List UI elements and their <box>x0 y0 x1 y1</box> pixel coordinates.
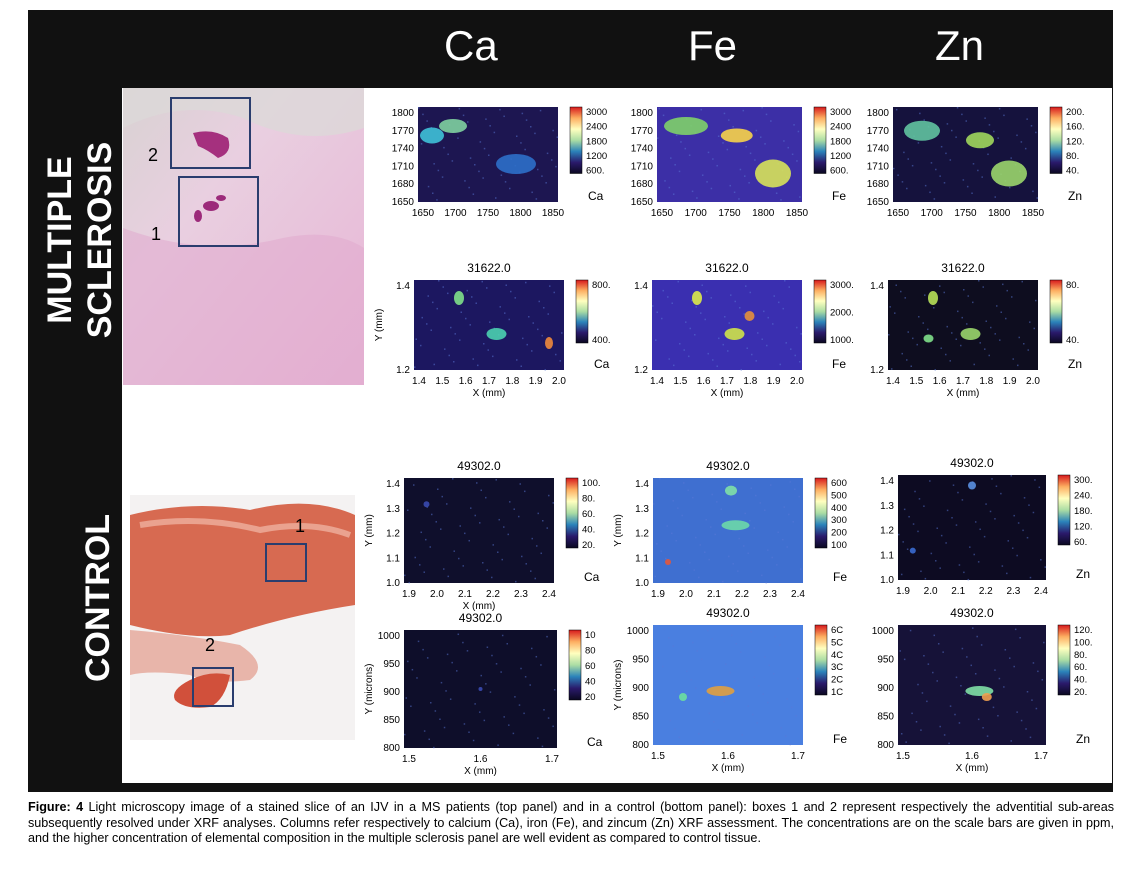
caption-label: Figure: 4 <box>28 800 84 814</box>
ms-box-1 <box>178 176 259 247</box>
ms-microscopy-image <box>123 88 364 385</box>
column-header-zn: Zn <box>935 22 985 69</box>
control-microscopy-image <box>130 495 355 740</box>
control-box-2-label: 2 <box>205 635 216 655</box>
control-box-1-label: 1 <box>295 516 306 536</box>
control-box-1 <box>265 543 307 582</box>
ms-box-1-label: 1 <box>151 224 162 244</box>
caption-text: Light microscopy image of a stained slic… <box>28 800 1114 846</box>
row-label-control: CONTROL <box>79 513 117 683</box>
row-label-ms-line2: SCLEROSIS <box>81 141 119 339</box>
control-box-2 <box>192 667 234 707</box>
column-header-ca: Ca <box>444 22 498 69</box>
figure-caption: Figure: 4 Light microscopy image of a st… <box>28 800 1114 847</box>
column-header-fe: Fe <box>688 22 738 69</box>
ms-box-2-label: 2 <box>148 145 159 165</box>
row-label-ms-line1: MULTIPLE <box>41 156 79 324</box>
row-label-multiple-sclerosis: MULTIPLE SCLEROSIS <box>40 130 120 350</box>
ms-box-2 <box>170 97 251 169</box>
